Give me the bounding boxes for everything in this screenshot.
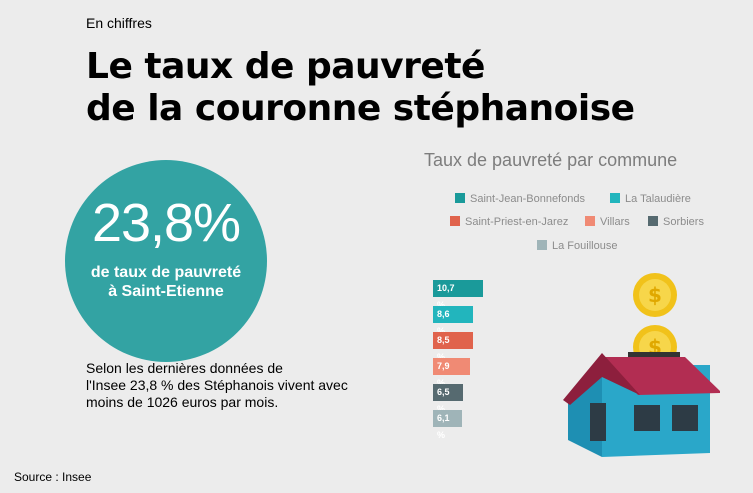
bar-label: 7,9 % (437, 361, 450, 388)
bar (433, 306, 473, 323)
coin-slot (628, 352, 680, 360)
bar (433, 384, 463, 401)
legend-label: La Fouillouse (552, 240, 618, 252)
description-line-2: l'Insee 23,8 % des Stéphanois vivent ave… (86, 377, 348, 393)
legend-item: Saint-Priest-en-Jarez (450, 216, 568, 228)
highlight-caption: de taux de pauvreté à Saint-Etienne (65, 263, 267, 301)
legend-label: La Talaudière (625, 193, 691, 205)
legend-swatch (450, 216, 460, 226)
title-line-1: Le taux de pauvreté (86, 46, 485, 87)
legend-swatch (537, 240, 547, 250)
legend-label: Saint-Priest-en-Jarez (465, 216, 569, 228)
legend-item: Sorbiers (648, 216, 704, 228)
bar-label: 8,6 % (437, 309, 450, 336)
legend-swatch (610, 193, 620, 203)
page-title: Le taux de pauvreté de la couronne stéph… (86, 46, 746, 130)
bar-label: 10,7 % (437, 283, 455, 310)
legend-item: La Fouillouse (537, 240, 617, 252)
highlight-circle: 23,8% de taux de pauvreté à Saint-Etienn… (65, 160, 267, 362)
source-note: Source : Insee (14, 470, 92, 484)
bar (433, 410, 462, 427)
legend-swatch (648, 216, 658, 226)
house-illustration: $ $ (563, 273, 720, 457)
svg-text:$: $ (648, 283, 662, 307)
legend-label: Villars (600, 216, 630, 228)
highlight-caption-line-1: de taux de pauvreté (90, 264, 242, 281)
legend-swatch (455, 193, 465, 203)
highlight-value: 23,8% (91, 193, 241, 253)
bar (433, 358, 470, 375)
title-line-2: de la couronne stéphanoise (86, 88, 635, 129)
legend-item: Saint-Jean-Bonnefonds (455, 193, 585, 205)
legend-swatch (585, 216, 595, 226)
bar (433, 280, 483, 297)
kicker: En chiffres (86, 15, 152, 31)
legend-item: Villars (585, 216, 630, 228)
description-line-1: Selon les dernières données de (86, 360, 283, 376)
description-line-3: moins de 1026 euros par mois. (86, 394, 279, 410)
bar-label: 6,5 % (437, 387, 450, 414)
legend-item: La Talaudière (610, 193, 691, 205)
bar-label: 6,1 % (437, 413, 450, 440)
description: Selon les dernières données de l'Insee 2… (86, 360, 386, 411)
house-icon (563, 353, 720, 457)
coin-icon: $ (633, 273, 677, 317)
bar (433, 332, 473, 349)
chart-title: Taux de pauvreté par commune (424, 150, 678, 170)
bar-label: 8,5 % (437, 335, 450, 362)
highlight-caption-line-2: à Saint-Etienne (108, 283, 224, 300)
legend-label: Sorbiers (663, 216, 704, 228)
legend-label: Saint-Jean-Bonnefonds (470, 193, 585, 205)
